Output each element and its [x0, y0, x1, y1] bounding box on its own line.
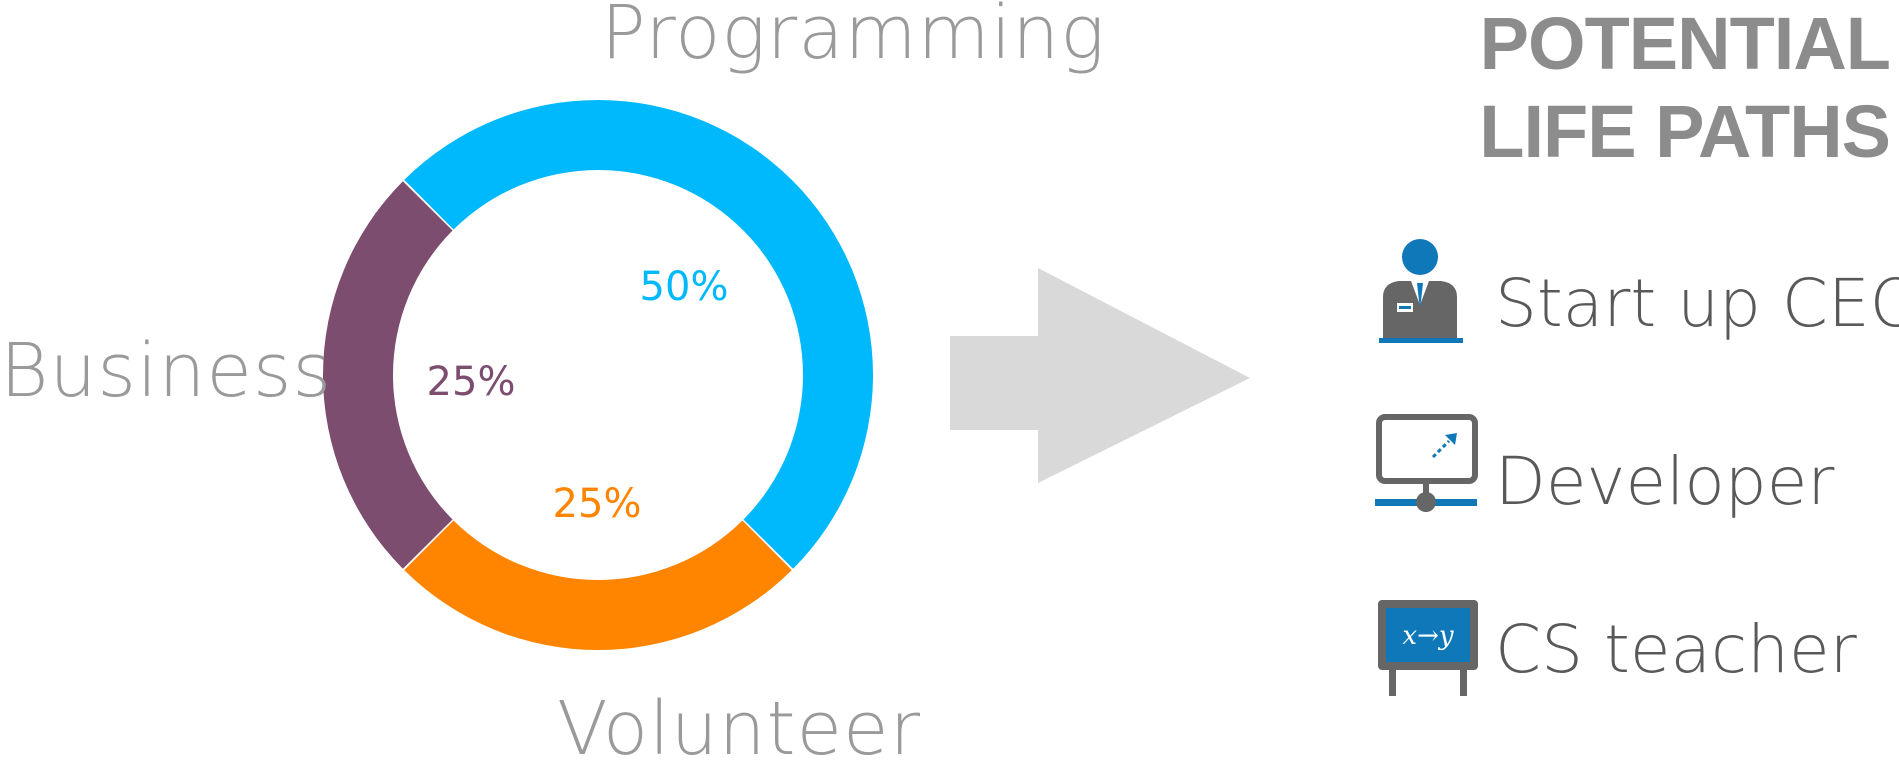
life-path-item-ceo: Start up CEO — [1375, 235, 1899, 345]
presentation-board-icon — [1375, 414, 1478, 512]
donut-slice-programming — [404, 99, 874, 569]
donut-value-label-programming: 50% — [640, 264, 729, 310]
donut-value-label-volunteer: 25% — [553, 481, 642, 527]
donut-slices — [322, 99, 874, 650]
life-path-label-ceo: Start up CEO — [1495, 265, 1899, 342]
donut-value-label-business: 25% — [427, 359, 516, 405]
life-path-item-teacher: x→y CS teacher — [1375, 597, 1895, 707]
life-path-item-developer: Developer — [1375, 413, 1895, 523]
ceo-icon — [1379, 239, 1463, 343]
chalkboard-text: x→y — [1402, 621, 1453, 651]
chalkboard-icon: x→y — [1378, 600, 1478, 696]
panel-title-line-2: LIFE PATHS — [1479, 90, 1891, 173]
right-arrow-icon — [950, 268, 1250, 483]
panel-title: POTENTIAL LIFE PATHS — [1470, 0, 1891, 176]
category-label-business: Business — [0, 328, 333, 414]
category-label-volunteer: Volunteer — [557, 686, 922, 772]
donut-slice-volunteer — [404, 520, 792, 650]
donut-slice-business — [322, 181, 453, 569]
category-label-programming: Programming — [601, 0, 1106, 76]
donut-value-labels: 50% 25% 25% — [427, 264, 729, 527]
panel-title-line-1: POTENTIAL — [1479, 2, 1891, 85]
life-path-label-developer: Developer — [1495, 443, 1835, 520]
life-path-label-teacher: CS teacher — [1495, 611, 1857, 688]
donut-chart: 50% 25% 25% — [322, 99, 874, 650]
